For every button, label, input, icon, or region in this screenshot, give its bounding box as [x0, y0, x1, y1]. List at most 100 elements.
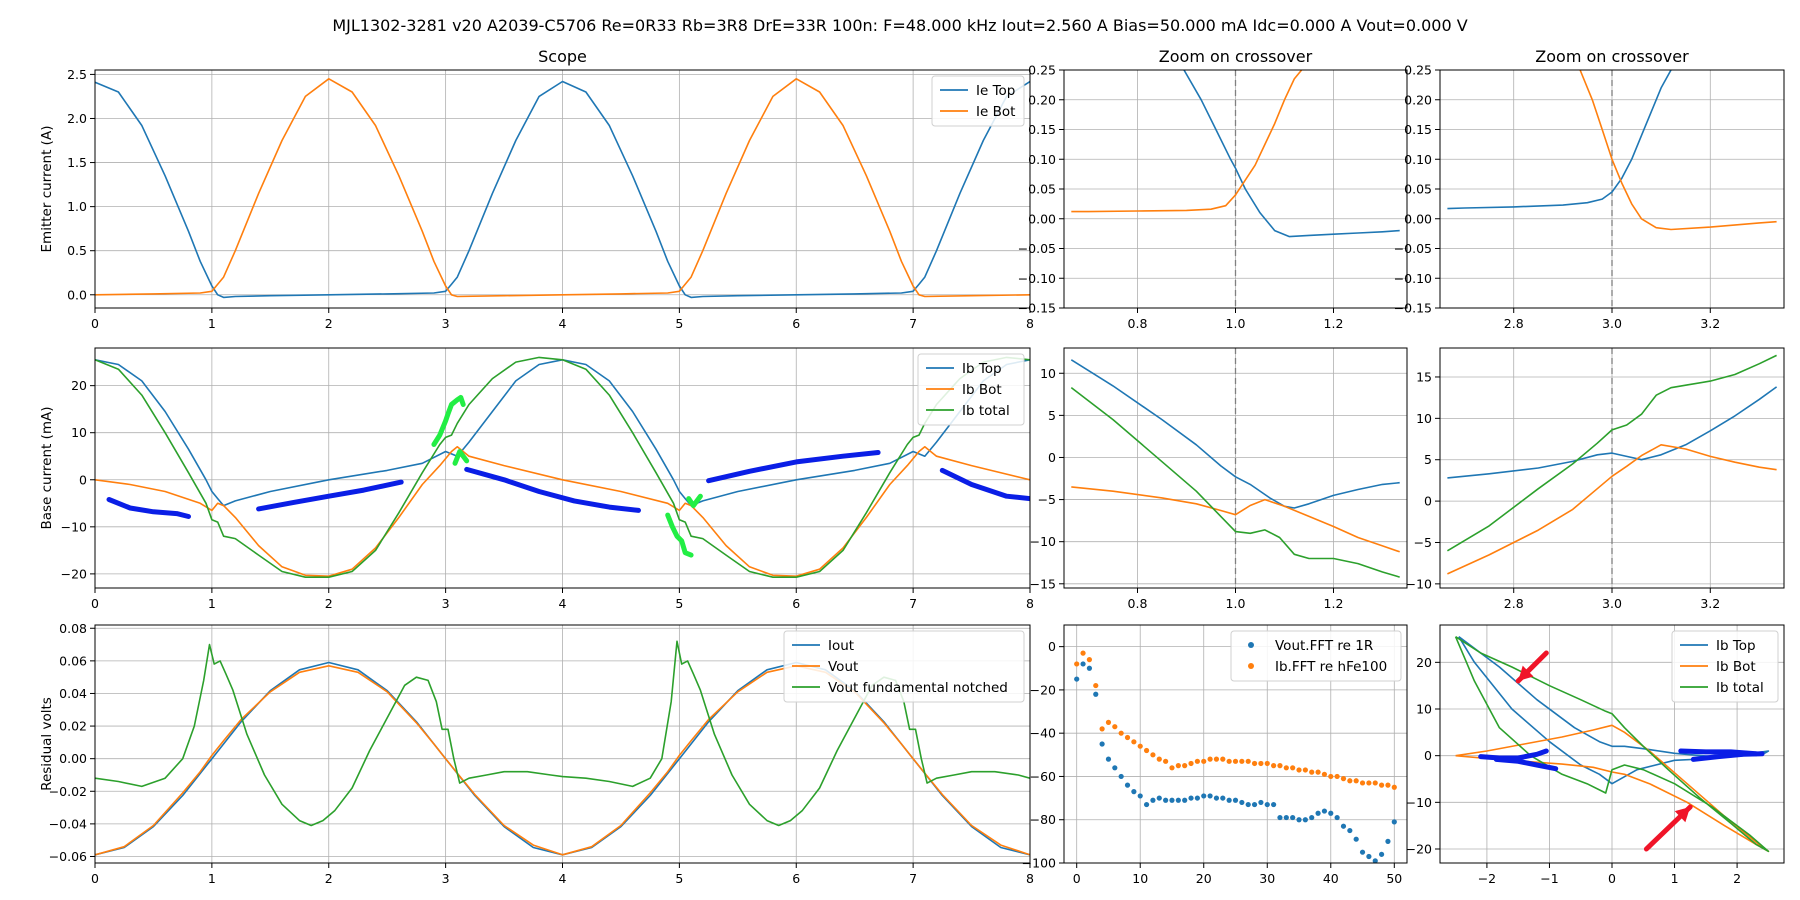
data-point — [1328, 810, 1334, 816]
series-line-0 — [1447, 386, 1778, 479]
y-tick-label: −0.15 — [1394, 301, 1432, 316]
data-point — [1296, 767, 1302, 773]
y-tick-label: −0.15 — [1018, 301, 1056, 316]
chart-fft: 0 10 20 30 40 50 −100 −80 −60 −40 −20 0 Vout.FFT re … — [1022, 624, 1408, 886]
y-tick-label: −10 — [1406, 795, 1432, 810]
y-tick-label: 0.10 — [1404, 152, 1432, 167]
chart-zoom-base-1: 0.8 1.0 1.2 −15 −10 −5 0 5 10 — [1030, 347, 1408, 611]
data-point — [1245, 801, 1251, 808]
y-tick-label: −20 — [61, 566, 87, 581]
series-line-1 — [1071, 70, 1303, 213]
x-tick-label: 1 — [1671, 871, 1679, 886]
y-tick-label: −10 — [1406, 576, 1432, 591]
x-tick-label: 3.2 — [1700, 316, 1720, 331]
y-tick-label: 0.00 — [1028, 211, 1056, 226]
data-point — [1182, 763, 1188, 769]
y-tick-label: −100 — [1022, 856, 1056, 871]
data-point — [1086, 657, 1093, 663]
data-point — [1188, 795, 1194, 801]
data-point — [1347, 778, 1353, 784]
x-tick-label: 1.2 — [1324, 316, 1344, 331]
data-point — [1201, 758, 1207, 764]
data-point — [1080, 650, 1086, 656]
data-point — [1353, 836, 1359, 842]
data-point — [1391, 819, 1397, 825]
annotation-arrow — [1643, 804, 1693, 852]
annotation-stroke — [665, 512, 694, 558]
y-tick-label: 0.08 — [59, 621, 87, 636]
data-point — [1080, 661, 1086, 667]
data-point — [1074, 661, 1080, 667]
chart-zoom-emitter-3: 2.8 3.0 3.2 −0.15 −0.10 −0.05 0.00 0.05 0.10 0.15… — [1394, 47, 1785, 331]
series-line-2 — [1454, 636, 1770, 853]
data-point — [1328, 773, 1334, 780]
data-point — [1321, 771, 1328, 777]
data-point — [1118, 773, 1124, 780]
x-tick-label: 7 — [909, 871, 917, 886]
y-axis-label: Emitter current (A) — [39, 126, 55, 253]
series-line-2 — [1070, 386, 1400, 578]
data-point — [1232, 797, 1239, 803]
series-line-0 — [95, 80, 1030, 299]
data-point — [1378, 851, 1385, 857]
x-tick-label: 4 — [559, 871, 567, 886]
annotation-stroke — [464, 466, 641, 513]
data-point — [1131, 739, 1137, 745]
legend-label: Ib total — [1716, 680, 1764, 696]
x-tick-label: 50 — [1386, 871, 1402, 886]
data-point — [1366, 853, 1372, 860]
legend-label: Ib Bot — [1716, 659, 1756, 675]
x-tick-label: 1.2 — [1324, 596, 1344, 611]
y-tick-label: 0 — [1424, 494, 1432, 509]
y-tick-label: 1.5 — [67, 155, 87, 170]
x-tick-label: 6 — [792, 596, 800, 611]
data-point — [1309, 814, 1315, 821]
y-axis-label: Residual volts — [39, 697, 55, 791]
data-point — [1277, 814, 1283, 821]
data-point — [1245, 758, 1251, 764]
data-point — [1302, 767, 1308, 773]
data-point — [1105, 719, 1112, 725]
chart-scope-emitter: 0 1 2 3 4 5 6 7 8 0.0 0.5 1.0 1.5 2.0 2.5 Scope Emitter … — [39, 47, 1034, 331]
legend: Vout.FFT re 1R Ib.FFT re hFe100 — [1230, 630, 1402, 682]
series-line-2 — [95, 356, 1030, 579]
y-tick-label: 0.05 — [1028, 182, 1056, 197]
data-point — [1372, 858, 1378, 863]
data-point — [1372, 780, 1378, 786]
annotation-stroke — [1478, 748, 1549, 761]
x-tick-label: 1 — [208, 871, 216, 886]
y-tick-label: −0.10 — [1394, 271, 1432, 286]
x-tick-label: 0.8 — [1128, 316, 1148, 331]
data-point — [1150, 797, 1156, 803]
x-tick-label: 3 — [442, 596, 450, 611]
data-point — [1194, 795, 1200, 801]
y-tick-label: 5 — [1048, 408, 1056, 423]
data-point — [1137, 743, 1143, 749]
y-tick-label: 0.04 — [59, 686, 87, 701]
legend: Ib Top Ib Bot Ib total — [1671, 630, 1779, 703]
data-point — [1283, 814, 1289, 821]
data-point — [1182, 797, 1188, 803]
chart-title: Zoom on crossover — [1535, 47, 1689, 66]
data-point — [1347, 827, 1353, 834]
x-tick-label: 5 — [675, 871, 683, 886]
data-point — [1353, 778, 1359, 784]
data-point — [1086, 665, 1093, 671]
data-point — [1359, 849, 1366, 855]
data-point — [1232, 758, 1239, 764]
annotation-stroke — [106, 497, 191, 519]
y-tick-label: −20 — [1406, 842, 1432, 857]
x-tick-label: 8 — [1026, 596, 1034, 611]
x-tick-label: 10 — [1132, 871, 1148, 886]
annotation-stroke — [1493, 756, 1559, 772]
data-point — [1290, 765, 1296, 771]
data-point — [1258, 799, 1264, 806]
x-tick-label: 7 — [909, 316, 917, 331]
data-point — [1131, 789, 1137, 795]
data-point — [1143, 747, 1150, 754]
chart-zoom-emitter-1: 0.8 1.0 1.2 −0.15 −0.10 −0.05 0.00 0.05 0.10 0.15… — [1018, 47, 1408, 331]
chart-residual: 0 1 2 3 4 5 6 7 8 −0.06 −0.04 −0.02 0.00 0.02 0.04 0.06… — [39, 621, 1034, 886]
data-point — [1258, 760, 1264, 767]
